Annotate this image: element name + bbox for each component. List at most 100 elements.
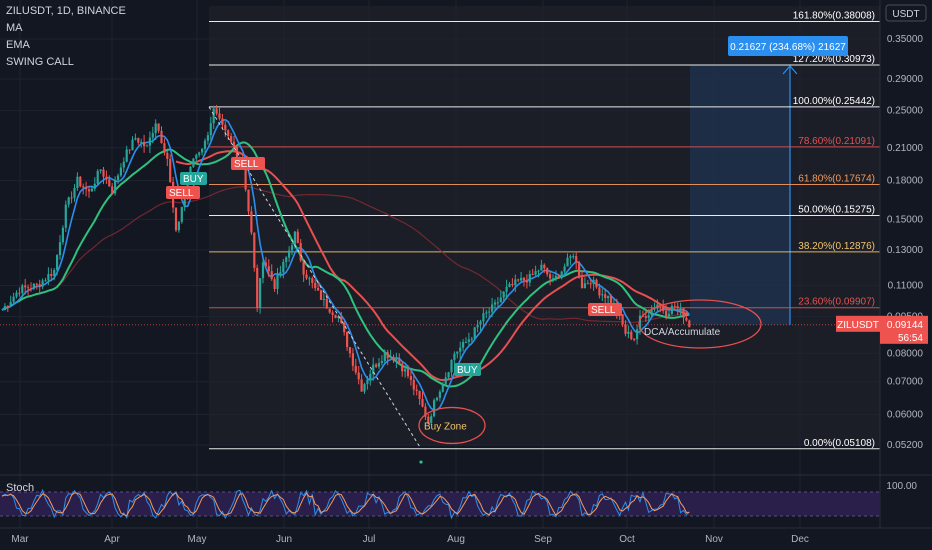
signal-sell-tag[interactable] xyxy=(588,303,622,316)
candle-body xyxy=(404,369,407,372)
ma-200-line xyxy=(1,186,690,323)
candle-body xyxy=(676,306,679,309)
currency-badge[interactable] xyxy=(885,4,927,22)
candle-body xyxy=(119,167,122,176)
candle-body xyxy=(285,257,288,262)
candle-body xyxy=(111,186,114,194)
candle-body xyxy=(499,297,502,303)
candle-body xyxy=(372,364,375,374)
candle-body xyxy=(366,379,369,384)
candle-body xyxy=(578,262,581,278)
candle-body xyxy=(522,277,526,281)
candle-body xyxy=(18,292,21,294)
time-axis-tick: Mar xyxy=(11,534,29,545)
candle-body xyxy=(163,143,166,153)
candle-body xyxy=(557,276,560,279)
current-price-badge[interactable] xyxy=(880,315,928,344)
candle-body xyxy=(253,232,256,268)
indicator-swing-call[interactable]: SWING CALL xyxy=(6,56,74,68)
candle-body xyxy=(511,283,514,286)
candle-body xyxy=(424,406,427,417)
price-axis-tick: 0.18000 xyxy=(887,176,924,187)
candle-body xyxy=(305,274,308,279)
candle-body xyxy=(470,338,473,340)
candle-body xyxy=(575,256,578,263)
candle-body xyxy=(447,372,450,378)
candle-body xyxy=(331,312,334,315)
fib-level-label: 127.20%(0.30973) xyxy=(793,54,875,65)
time-axis-tick: Jul xyxy=(363,534,376,545)
candle-body xyxy=(319,290,323,300)
candle-body xyxy=(580,277,584,289)
time-axis-tick: Dec xyxy=(791,534,809,545)
candle-body xyxy=(496,302,499,304)
candle-body xyxy=(24,285,27,288)
candle-body xyxy=(198,152,201,155)
candle-body xyxy=(601,294,604,296)
candle-body xyxy=(502,291,505,298)
candle-body xyxy=(137,138,140,143)
candle-body xyxy=(462,342,465,348)
candle-body xyxy=(128,149,131,151)
candle-body xyxy=(302,260,305,275)
candle-body xyxy=(215,108,218,114)
price-axis-tick: 0.13000 xyxy=(887,245,924,256)
symbol-price-tag-label: ZILUSDT xyxy=(837,320,879,331)
candle-body xyxy=(360,379,363,392)
fib-level-label: 50.00%(0.15275) xyxy=(798,205,875,216)
candle-body xyxy=(116,175,120,180)
candle-body xyxy=(621,314,624,325)
candle-body xyxy=(67,197,70,205)
signal-sell-tag[interactable] xyxy=(231,157,265,170)
measure-box[interactable] xyxy=(728,36,848,56)
candle-body xyxy=(427,416,430,423)
signal-buy-tag[interactable] xyxy=(454,363,481,376)
candle-body xyxy=(206,135,209,141)
candle-body xyxy=(270,271,273,280)
signal-sell-label: SELL xyxy=(234,159,259,170)
candle-body xyxy=(418,390,421,399)
candle-body xyxy=(209,123,212,136)
candle-body xyxy=(415,389,418,391)
candle-body xyxy=(464,341,468,343)
indicator-ma[interactable]: MA xyxy=(6,22,23,34)
fib-level-label: 78.60%(0.21091) xyxy=(798,136,875,147)
candle-body xyxy=(50,274,53,276)
candle-body xyxy=(15,292,18,297)
candle-body xyxy=(160,130,163,144)
candle-body xyxy=(12,296,15,302)
candle-body xyxy=(232,141,236,148)
candle-body xyxy=(563,266,566,272)
indicator-ema[interactable]: EMA xyxy=(6,39,30,51)
candle-body xyxy=(29,288,33,290)
candle-body xyxy=(328,308,331,313)
candle-body xyxy=(244,164,247,190)
signal-buy-tag[interactable] xyxy=(180,172,207,185)
candle-body xyxy=(38,284,41,287)
candle-body xyxy=(688,320,691,328)
candle-body xyxy=(105,176,108,180)
price-axis-tick: 0.21000 xyxy=(887,143,924,154)
candle-body xyxy=(27,287,30,289)
candle-body xyxy=(264,262,267,267)
candle-body xyxy=(566,257,569,267)
candle-body xyxy=(351,353,354,366)
candle-body xyxy=(148,137,151,146)
candle-body xyxy=(453,353,456,360)
signal-sell-label: SELL xyxy=(591,305,616,316)
candle-body xyxy=(131,139,134,151)
candle-body xyxy=(279,272,282,275)
candle-body xyxy=(58,242,62,256)
candle-body xyxy=(290,245,294,251)
candle-body xyxy=(308,278,311,280)
signal-sell-tag[interactable] xyxy=(166,186,200,199)
candle-body xyxy=(169,158,172,182)
candle-body xyxy=(134,138,137,140)
candle-body xyxy=(90,188,93,192)
signal-buy-label: BUY xyxy=(457,365,478,376)
symbol-title: ZILUSDT, 1D, BINANCE xyxy=(6,5,126,17)
candle-body xyxy=(679,308,682,310)
symbol-price-tag[interactable] xyxy=(836,315,880,332)
candle-countdown: 56:54 xyxy=(898,333,923,344)
